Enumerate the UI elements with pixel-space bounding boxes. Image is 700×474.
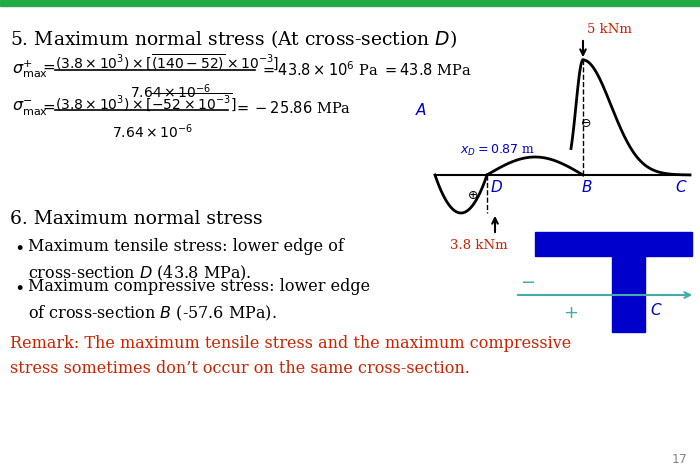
Text: $-$: $-$ <box>520 272 535 290</box>
Text: Remark: The maximum tensile stress and the maximum compressive
stress sometimes : Remark: The maximum tensile stress and t… <box>10 335 571 377</box>
Text: 5 kNm: 5 kNm <box>587 23 632 36</box>
Text: 5. Maximum normal stress (At cross-section $D$): 5. Maximum normal stress (At cross-secti… <box>10 28 457 50</box>
Text: 6. Maximum normal stress: 6. Maximum normal stress <box>10 210 262 228</box>
Text: $7.64\times10^{-6}$: $7.64\times10^{-6}$ <box>112 122 193 141</box>
Text: $+$: $+$ <box>563 304 578 322</box>
Text: $7.64\times10^{-6}$: $7.64\times10^{-6}$ <box>130 82 211 100</box>
Text: $= -25.86$ MPa: $= -25.86$ MPa <box>234 100 351 116</box>
Text: $\sigma^{-}_{\mathrm{max}}$: $\sigma^{-}_{\mathrm{max}}$ <box>12 98 48 117</box>
Text: $\oplus$: $\oplus$ <box>468 190 479 202</box>
Text: $(3.8\times10^{3})\times[\overline{-52\times10^{-3}}]$: $(3.8\times10^{3})\times[\overline{-52\t… <box>55 92 237 113</box>
Text: $C$: $C$ <box>676 179 688 195</box>
Text: $x_D = 0.87$ m: $x_D = 0.87$ m <box>460 143 535 157</box>
Text: $=$: $=$ <box>40 60 56 74</box>
Text: $A$: $A$ <box>415 102 427 118</box>
Text: $C$: $C$ <box>650 302 663 318</box>
Text: 17: 17 <box>672 453 688 466</box>
Text: $\sigma^{+}_{\mathrm{max}}$: $\sigma^{+}_{\mathrm{max}}$ <box>12 58 48 80</box>
Text: $D$: $D$ <box>490 179 503 195</box>
Text: $(3.8\times10^{3})\times[\overline{(140-52)}\times10^{-3}]$: $(3.8\times10^{3})\times[\overline{(140-… <box>55 52 279 72</box>
Text: $= 43.8\times10^{6}$ Pa $= 43.8$ MPa: $= 43.8\times10^{6}$ Pa $= 43.8$ MPa <box>260 60 472 79</box>
Bar <box>612 256 645 332</box>
Text: Maximum compressive stress: lower edge
of cross-section $B$ (-57.6 MPa).: Maximum compressive stress: lower edge o… <box>28 278 370 323</box>
Bar <box>535 232 692 256</box>
Text: $\bullet$: $\bullet$ <box>14 278 24 295</box>
Text: $\bullet$: $\bullet$ <box>14 238 24 255</box>
Text: 3.8 kNm: 3.8 kNm <box>450 239 508 252</box>
Text: $=$: $=$ <box>40 100 56 114</box>
Bar <box>0 0 700 6</box>
Text: $B$: $B$ <box>581 179 592 195</box>
Text: Maximum tensile stress: lower edge of
cross-section $D$ (43.8 MPa).: Maximum tensile stress: lower edge of cr… <box>28 238 344 283</box>
Text: $\ominus$: $\ominus$ <box>580 117 592 130</box>
